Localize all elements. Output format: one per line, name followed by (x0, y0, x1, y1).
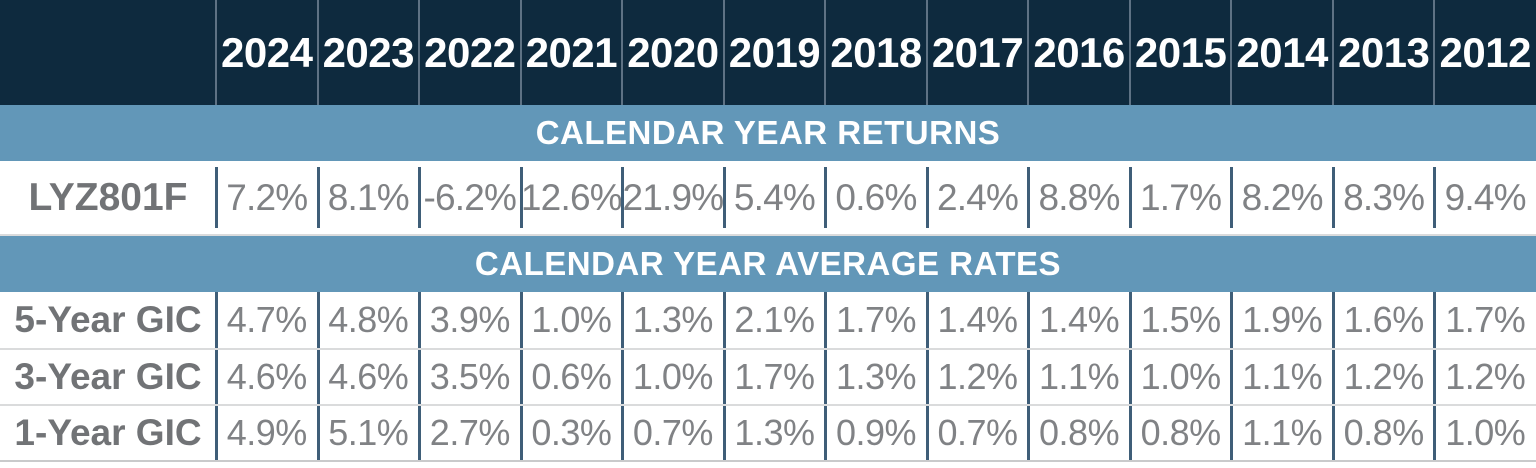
table-cell: 0.7% (621, 406, 724, 460)
table-cell: 7.2% (215, 161, 318, 234)
table-cell: 1.9% (1230, 292, 1333, 348)
table-cell: 1.4% (925, 292, 1029, 348)
table-cell: 1.0% (519, 292, 623, 348)
year-header: 2015 (1128, 0, 1232, 105)
table-cell: 1.3% (621, 292, 724, 348)
table-cell: 1.3% (824, 350, 927, 404)
section-band-rates: CALENDAR YEAR AVERAGE RATES (0, 236, 1536, 292)
fund-label: LYZ801F (28, 175, 188, 219)
table-cell: 9.4% (1433, 161, 1536, 234)
table-cell: 0.3% (519, 406, 623, 460)
year-header: 2012 (1433, 0, 1536, 105)
table-bottom-border (0, 460, 1536, 462)
table-cell: 1.3% (722, 406, 826, 460)
table-row-3-year-gic: 3-Year GIC 4.6% 4.6% 3.5% 0.6% 1.0% 1.7%… (0, 348, 1536, 404)
table-cell: 0.8% (1331, 406, 1435, 460)
table-row-1-year-gic: 1-Year GIC 4.9% 5.1% 2.7% 0.3% 0.7% 1.3%… (0, 404, 1536, 460)
year-header: 2023 (316, 0, 420, 105)
year-header: 2017 (925, 0, 1029, 105)
table-cell: 1.7% (824, 292, 927, 348)
year-header-row: 2024 2023 2022 2021 2020 2019 2018 2017 … (0, 0, 1536, 105)
table-cell: 1.0% (1128, 350, 1232, 404)
table-cell: 1.1% (1027, 350, 1130, 404)
table-cell: 0.9% (824, 406, 927, 460)
table-cell: 4.6% (316, 350, 420, 404)
table-cell: 1.2% (1331, 350, 1435, 404)
table-cell: 1.7% (1433, 292, 1536, 348)
table-cell: 4.8% (316, 292, 420, 348)
table-cell: 3.5% (418, 350, 521, 404)
table-cell: 0.8% (1128, 406, 1232, 460)
table-cell: 1.5% (1128, 292, 1232, 348)
gic-label: 1-Year GIC (14, 412, 202, 453)
year-header: 2022 (418, 0, 521, 105)
table-cell: 1.0% (621, 350, 724, 404)
table-cell: 1.2% (1433, 350, 1536, 404)
section-band-returns: CALENDAR YEAR RETURNS (0, 105, 1536, 161)
year-header: 2021 (519, 0, 623, 105)
year-header: 2013 (1331, 0, 1435, 105)
table-cell: 0.8% (1027, 406, 1130, 460)
table-cell: 8.1% (316, 161, 420, 234)
year-header: 2019 (722, 0, 826, 105)
gic-label: 5-Year GIC (14, 299, 202, 340)
table-cell: 1.0% (1433, 406, 1536, 460)
table-cell: 2.7% (418, 406, 521, 460)
table-cell: 8.2% (1230, 161, 1333, 234)
table-cell: 1.4% (1027, 292, 1130, 348)
year-header: 2020 (621, 0, 724, 105)
table-cell: 1.1% (1230, 350, 1333, 404)
table-cell: 4.7% (215, 292, 318, 348)
table-cell: 5.1% (316, 406, 420, 460)
table-row-fund: LYZ801F 7.2% 8.1% -6.2% 12.6% 21.9% 5.4%… (0, 161, 1536, 236)
gic-label: 3-Year GIC (14, 356, 202, 397)
header-corner-cell (0, 0, 216, 105)
table-cell: 4.9% (215, 406, 318, 460)
table-cell: 12.6% (519, 161, 623, 234)
table-cell: 5.4% (722, 161, 826, 234)
year-header: 2014 (1230, 0, 1333, 105)
table-cell: 4.6% (215, 350, 318, 404)
section-title: CALENDAR YEAR AVERAGE RATES (474, 245, 1062, 282)
table-cell: 1.6% (1331, 292, 1435, 348)
table-cell: 1.7% (1128, 161, 1232, 234)
year-header: 2024 (215, 0, 318, 105)
table-cell: 8.3% (1331, 161, 1435, 234)
table-cell: 8.8% (1027, 161, 1130, 234)
table-cell: 3.9% (418, 292, 521, 348)
table-cell: 0.6% (824, 161, 927, 234)
table-cell: -6.2% (418, 161, 521, 234)
table-cell: 0.7% (925, 406, 1029, 460)
table-cell: 2.4% (925, 161, 1029, 234)
section-title: CALENDAR YEAR RETURNS (535, 114, 1001, 151)
table-cell: 1.7% (722, 350, 826, 404)
table-cell: 0.6% (519, 350, 623, 404)
table-cell: 21.9% (621, 161, 724, 234)
table-row-5-year-gic: 5-Year GIC 4.7% 4.8% 3.9% 1.0% 1.3% 2.1%… (0, 292, 1536, 348)
table-cell: 2.1% (722, 292, 826, 348)
year-header: 2016 (1027, 0, 1130, 105)
year-header: 2018 (824, 0, 927, 105)
table-cell: 1.2% (925, 350, 1029, 404)
table-cell: 1.1% (1230, 406, 1333, 460)
